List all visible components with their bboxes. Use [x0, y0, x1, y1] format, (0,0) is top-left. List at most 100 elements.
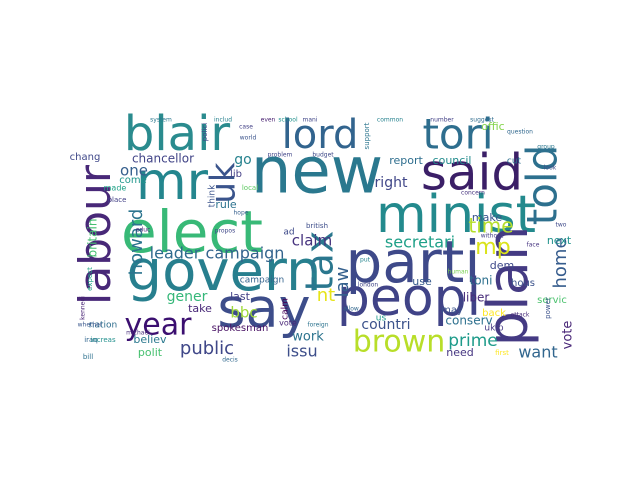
- cloud-word: home: [550, 237, 571, 288]
- cloud-word: gener: [167, 289, 208, 305]
- cloud-word: tax: [298, 231, 342, 292]
- cloud-word: local: [242, 184, 258, 192]
- cloud-word: problem: [268, 152, 293, 159]
- cloud-word: system: [150, 117, 172, 124]
- cloud-word: kennedi: [80, 296, 87, 320]
- cloud-word: expect: [86, 267, 94, 291]
- cloud-word: want: [518, 343, 557, 362]
- cloud-word: put: [360, 257, 371, 264]
- cloud-word: leader: [150, 244, 201, 263]
- cloud-word: polit: [138, 346, 163, 359]
- cloud-word: increas: [90, 336, 116, 344]
- cloud-word: vote: [279, 319, 297, 328]
- cloud-word: work: [292, 330, 324, 345]
- cloud-word: council: [433, 154, 472, 167]
- cloud-word: whether: [78, 322, 103, 329]
- cloud-word: allow: [343, 306, 359, 313]
- cloud-word: time: [468, 214, 513, 238]
- cloud-word: hous: [511, 278, 535, 289]
- cloud-word: two: [556, 222, 567, 229]
- cloud-word: take: [188, 302, 212, 315]
- cloud-word: us: [376, 314, 387, 324]
- cloud-word: may: [441, 305, 463, 316]
- cloud-word: say: [217, 277, 310, 340]
- cloud-word: mani: [303, 117, 318, 124]
- cloud-word: nt: [317, 285, 335, 306]
- cloud-word: govern: [127, 239, 322, 304]
- cloud-word: right: [375, 175, 408, 191]
- cloud-word: suggest: [470, 117, 494, 124]
- cloud-word: new: [251, 135, 383, 209]
- cloud-word: bill: [83, 353, 93, 361]
- cloud-word: come: [119, 175, 147, 186]
- cloud-word: case: [239, 124, 253, 131]
- cloud-word: howard: [126, 209, 147, 276]
- cloud-word: public: [180, 338, 234, 359]
- cloud-word: elect: [121, 198, 263, 266]
- cloud-word: group: [537, 144, 555, 151]
- cloud-word: power: [544, 297, 552, 319]
- cloud-word: mp: [475, 235, 510, 260]
- cloud-word: lib: [230, 169, 242, 180]
- cloud-word: britain: [86, 219, 100, 258]
- cloud-word: school: [278, 117, 298, 124]
- cloud-word: report: [389, 154, 423, 167]
- cloud-word: world: [240, 135, 257, 142]
- cloud-word: hope: [234, 210, 249, 217]
- cloud-word: go: [234, 152, 251, 168]
- cloud-word: plan: [476, 226, 541, 347]
- cloud-word: prime: [448, 331, 498, 351]
- cloud-word: last: [230, 290, 251, 303]
- cloud-word: conserv: [445, 314, 492, 328]
- cloud-word: iraq: [84, 336, 98, 344]
- cloud-word: need: [446, 346, 474, 359]
- cloud-word: question: [507, 129, 533, 136]
- cloud-word: decis: [222, 357, 238, 364]
- cloud-word: includ: [214, 117, 232, 124]
- cloud-word: ad: [283, 228, 294, 238]
- cloud-word: educ: [136, 227, 151, 234]
- cloud-word: human: [448, 269, 469, 276]
- cloud-word: claim: [292, 232, 332, 250]
- cloud-word: place: [108, 196, 127, 204]
- cloud-word: cut: [507, 157, 522, 167]
- cloud-word: campaign: [240, 276, 284, 286]
- cloud-word: ukip: [484, 324, 503, 334]
- cloud-word: concern: [461, 190, 485, 197]
- cloud-word: mr: [136, 152, 209, 212]
- cloud-word: michael: [126, 330, 150, 337]
- cloud-word: parti: [345, 228, 480, 296]
- cloud-word: make: [472, 211, 502, 224]
- cloud-word: servic: [537, 295, 567, 306]
- cloud-word: said: [421, 144, 523, 202]
- cloud-word: attack: [511, 312, 530, 319]
- cloud-word: support: [363, 122, 371, 149]
- cloud-word: dem: [490, 259, 514, 272]
- cloud-word: brown: [353, 325, 446, 360]
- cloud-word: think: [208, 184, 218, 207]
- cloud-word: spokesman: [212, 323, 269, 334]
- cloud-word: calm: [281, 298, 291, 320]
- cloud-word: use: [412, 275, 432, 288]
- cloud-word: believ: [133, 333, 167, 346]
- cloud-word: tori: [422, 110, 493, 159]
- cloud-word: even: [261, 117, 276, 124]
- cloud-word: liber: [463, 291, 490, 305]
- cloud-word: lord: [282, 112, 359, 158]
- cloud-word: foreign: [307, 322, 328, 329]
- cloud-word: law: [332, 267, 353, 298]
- cloud-word: issu: [286, 342, 317, 361]
- cloud-word: bbc: [230, 304, 257, 322]
- cloud-word: one: [120, 162, 148, 180]
- cloud-word: blair: [124, 106, 231, 162]
- cloud-word: look: [544, 165, 557, 172]
- cloud-word: campaign: [206, 244, 285, 263]
- cloud-word: back: [482, 308, 506, 319]
- cloud-word: peopl: [337, 268, 481, 328]
- cloud-word: british: [306, 222, 328, 230]
- cloud-word: common: [377, 117, 403, 124]
- cloud-word: toni: [470, 274, 493, 288]
- cloud-word: uk: [204, 162, 244, 204]
- cloud-word: number: [430, 117, 454, 124]
